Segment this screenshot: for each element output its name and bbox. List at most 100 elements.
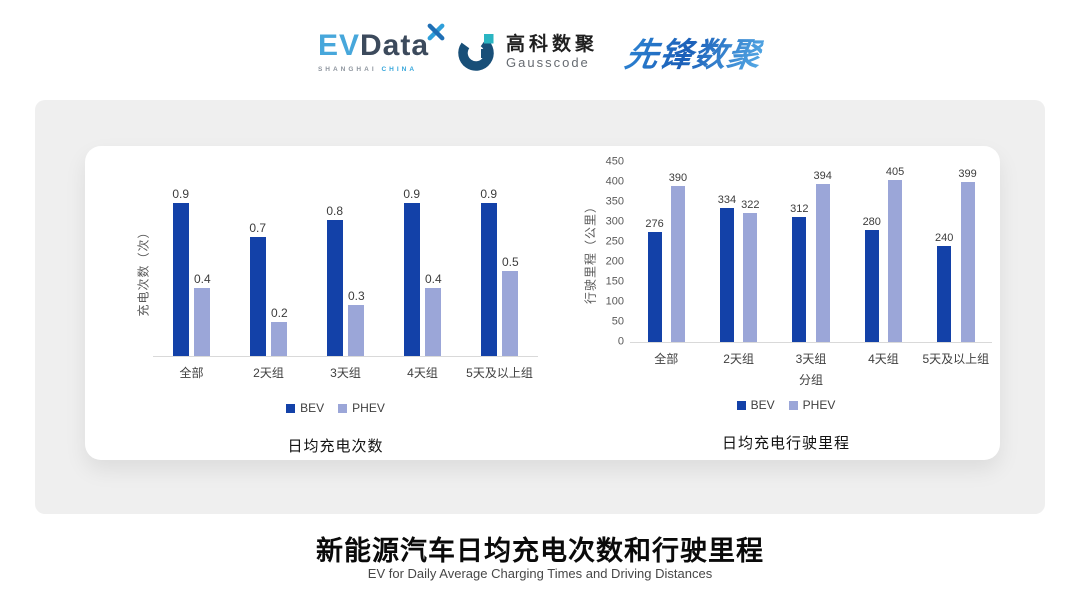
bar-wrap: 0.9 — [403, 186, 420, 356]
bar-value-label: 0.7 — [249, 220, 266, 235]
category-label: 5天及以上组 — [466, 366, 533, 380]
bar-value-label: 240 — [934, 231, 954, 244]
propeller-x-icon — [427, 23, 445, 41]
bar-phev-3天组 — [815, 184, 830, 342]
gausscode-en-name: Gausscode — [506, 55, 590, 71]
bar-wrap: 0.3 — [348, 186, 365, 356]
category-label: 4天组 — [407, 366, 438, 380]
gausscode-text: 高科数聚 Gausscode — [506, 34, 598, 71]
bar-group-4天组: 280 405 — [847, 162, 919, 342]
bar-wrap: 405 — [886, 162, 904, 342]
bar-value-label: 399 — [958, 168, 977, 181]
bar-bev-3天组 — [792, 217, 807, 342]
chart-title: 日均充电次数 — [287, 438, 384, 455]
evdata-china-text: CHINA — [381, 66, 418, 73]
y-tick-label: 100 — [605, 295, 624, 308]
y-axis-title-text: 充电次数（次） — [136, 225, 151, 317]
bar-wrap: 0.2 — [271, 186, 288, 356]
bar-bev-4天组 — [864, 230, 879, 342]
bar-value-label: 0.3 — [348, 288, 365, 303]
y-tick-label: 400 — [605, 175, 624, 188]
category-label: 5天及以上组 — [922, 352, 990, 366]
legend-item-bev: BEV — [736, 398, 775, 412]
bar-value-label: 280 — [862, 215, 881, 228]
y-tick-label: 250 — [605, 235, 624, 248]
bar-phev-4天组 — [888, 180, 903, 342]
bar-bev-4天组 — [403, 203, 420, 356]
y-tick-label: 50 — [611, 315, 624, 328]
bar-value-label: 0.9 — [403, 186, 420, 201]
bar-value-label: 394 — [813, 170, 832, 183]
bar-group-4天组: 0.9 0.4 — [384, 186, 461, 356]
y-tick-label: 350 — [605, 195, 624, 208]
category-axis: 全部 2天组 3天组 4天组 5天及以上组 — [153, 364, 538, 381]
y-axis-title: 行驶里程（公里） — [580, 162, 600, 342]
legend-item-phev: PHEV — [788, 398, 836, 412]
bar-group-3天组: 312 394 — [775, 162, 847, 342]
bar-bev-2天组 — [719, 208, 734, 342]
category-label: 3天组 — [330, 366, 361, 380]
evdata-subtext: SHANGHAI CHINA — [318, 66, 417, 73]
pioneer-logo: 先锋数聚 — [622, 28, 765, 76]
category-label: 2天组 — [253, 366, 284, 380]
bar-value-label: 0.9 — [172, 186, 189, 201]
bar-phev-4天组 — [425, 288, 442, 356]
bar-wrap: 312 — [790, 162, 809, 342]
bar-value-label: 0.2 — [271, 305, 288, 320]
bar-value-label: 0.5 — [502, 254, 519, 269]
bar-value-label: 0.8 — [326, 203, 343, 218]
bar-wrap: 276 — [645, 162, 664, 342]
bar-value-label: 322 — [741, 199, 760, 212]
bar-value-label: 390 — [668, 171, 688, 184]
bar-phev-2天组 — [743, 213, 758, 342]
category-label: 4天组 — [868, 352, 899, 366]
bar-bev-5天及以上组 — [937, 246, 952, 342]
y-tick-label: 200 — [605, 255, 624, 268]
chart-daily-driving-distance: 行驶里程（公里） 0 50 100 150 200 250 300 350 400 450 276… — [580, 156, 992, 453]
bar-wrap: 390 — [669, 162, 687, 342]
gausscode-g-icon — [458, 34, 494, 71]
y-tick-label: 150 — [605, 275, 624, 288]
y-tick-label: 450 — [605, 155, 624, 168]
content-panel: 充电次数（次） 0.9 0.4 0.7 0.2 0.8 0.3 0.9 0.4 0.9 0.5 全… — [35, 100, 1045, 514]
bar-wrap: 0.5 — [502, 186, 519, 356]
evdata-data-text: Data — [359, 29, 430, 62]
legend-swatch — [788, 400, 798, 410]
bar-value-label: 334 — [717, 194, 737, 207]
bar-group-5天及以上组: 0.9 0.5 — [461, 186, 538, 356]
bar-wrap: 0.7 — [249, 186, 266, 356]
bar-wrap: 322 — [741, 162, 759, 342]
bar-wrap: 399 — [958, 162, 977, 342]
gausscode-logo: 高科数聚 Gausscode — [457, 32, 598, 72]
category-label: 2天组 — [723, 352, 754, 366]
bar-value-label: 0.4 — [194, 271, 211, 286]
bar-group-5天及以上组: 240 399 — [920, 162, 992, 342]
category-label: 全部 — [654, 352, 679, 366]
chart-daily-charging-times: 充电次数（次） 0.9 0.4 0.7 0.2 0.8 0.3 0.9 0.4 0.9 0.5 全… — [133, 186, 538, 456]
category-label: 全部 — [179, 366, 204, 380]
bar-phev-5天及以上组 — [502, 271, 519, 356]
pioneer-wordmark: 先锋数聚 — [622, 28, 766, 76]
evdata-shanghai-text: SHANGHAI — [317, 66, 377, 73]
y-axis-ticks: 0 50 100 150 200 250 300 350 400 450 — [600, 156, 630, 347]
bar-value-label: 0.9 — [480, 186, 497, 201]
y-tick-label: 0 — [617, 335, 624, 348]
bar-bev-全部 — [172, 203, 189, 356]
legend-swatch — [338, 403, 348, 413]
charts-card: 充电次数（次） 0.9 0.4 0.7 0.2 0.8 0.3 0.9 0.4 0.9 0.5 全… — [85, 146, 1000, 460]
bar-wrap: 240 — [935, 162, 953, 342]
bar-wrap: 280 — [863, 162, 881, 342]
legend-label: PHEV — [802, 398, 836, 412]
bar-wrap: 334 — [718, 162, 736, 342]
bar-bev-5天及以上组 — [480, 203, 497, 356]
bar-value-label: 0.4 — [425, 271, 442, 286]
bar-group-3天组: 0.8 0.3 — [307, 186, 384, 356]
page-title: 新能源汽车日均充电次数和行驶里程 — [316, 536, 764, 566]
bar-phev-2天组 — [271, 322, 288, 356]
legend-item-bev: BEV — [286, 401, 324, 415]
bar-wrap: 394 — [814, 162, 832, 342]
legend-label: BEV — [300, 401, 325, 415]
bar-wrap: 0.9 — [480, 186, 497, 356]
legend: BEV PHEV — [580, 398, 992, 412]
